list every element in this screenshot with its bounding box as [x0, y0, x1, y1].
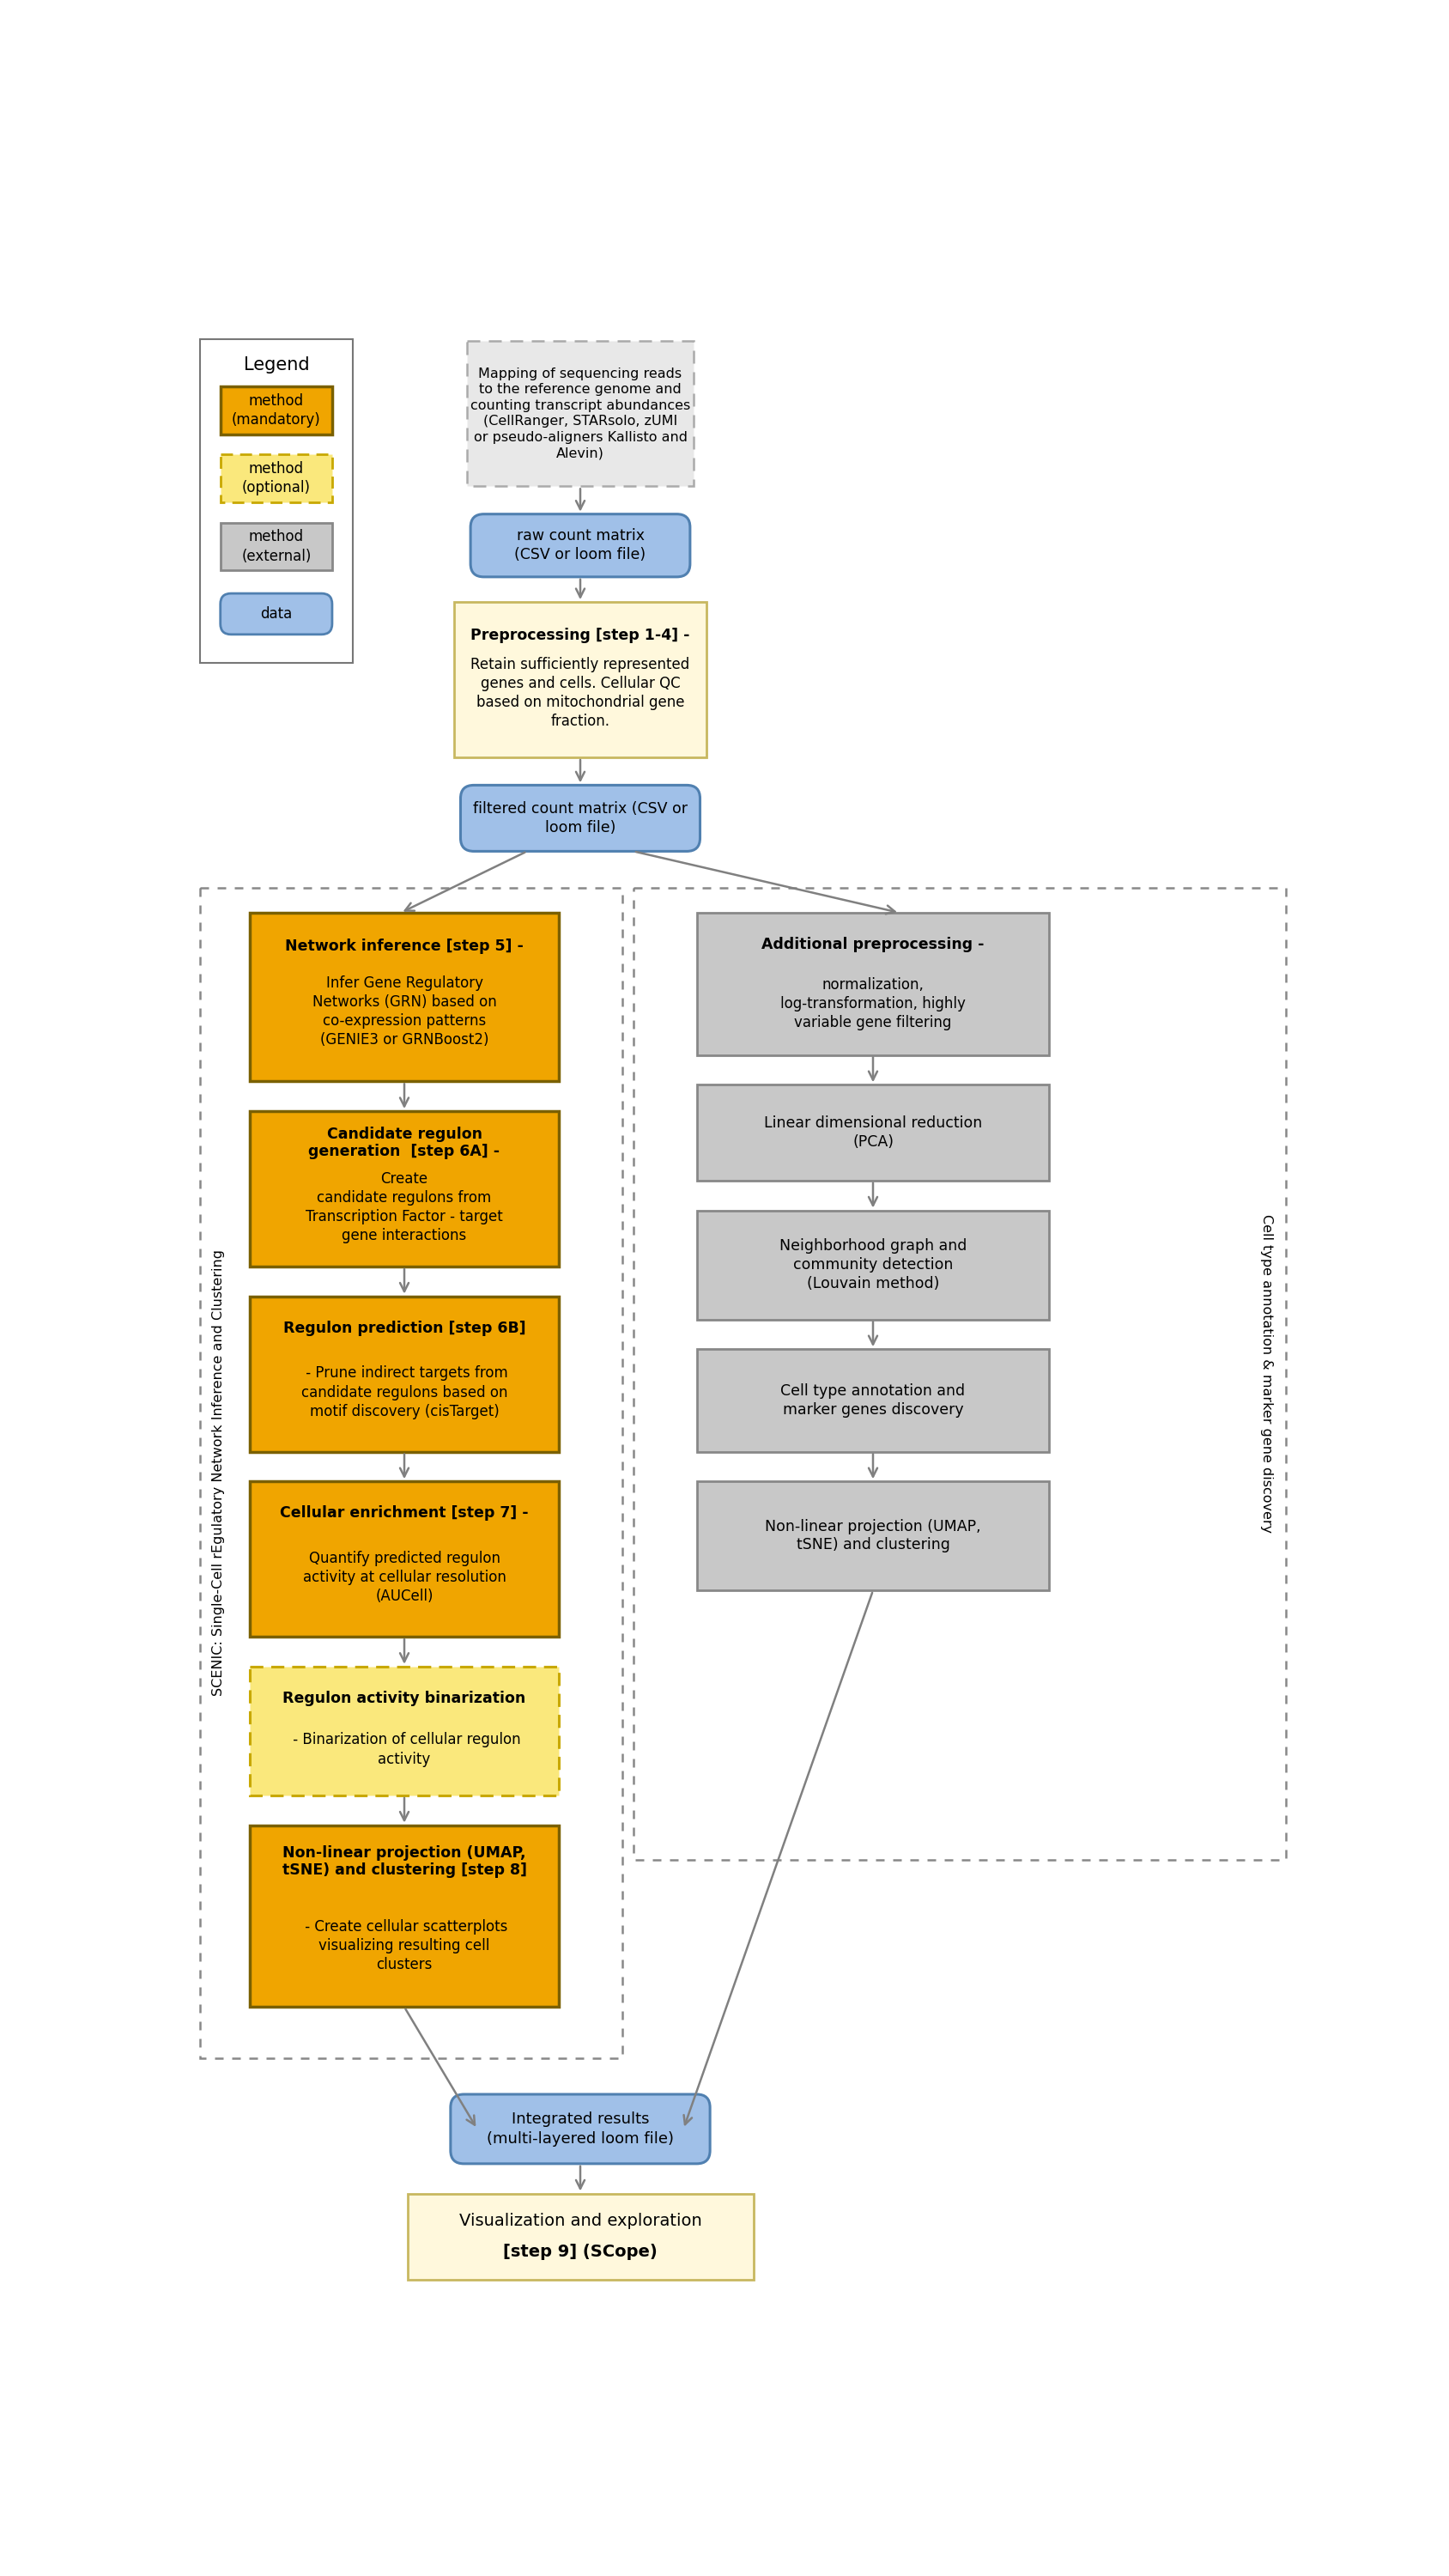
- FancyBboxPatch shape: [249, 1667, 559, 1795]
- FancyBboxPatch shape: [697, 1084, 1049, 1180]
- FancyBboxPatch shape: [249, 1110, 559, 1267]
- Text: Candidate regulon
generation  [step 6A] -: Candidate regulon generation [step 6A] -: [309, 1126, 500, 1159]
- Text: Mapping of sequencing reads
to the reference genome and
counting transcript abun: Mapping of sequencing reads to the refer…: [471, 368, 690, 461]
- Text: Non-linear projection (UMAP,
tSNE) and clustering [step 8]: Non-linear projection (UMAP, tSNE) and c…: [283, 1844, 526, 1878]
- Text: method
(external): method (external): [242, 528, 312, 564]
- Text: Retain sufficiently represented
genes and cells. Cellular QC
based on mitochondr: Retain sufficiently represented genes an…: [471, 657, 690, 729]
- FancyBboxPatch shape: [697, 1481, 1049, 1589]
- Text: [step 9] (SCope): [step 9] (SCope): [503, 2244, 658, 2259]
- Text: Quantify predicted regulon
activity at cellular resolution
(AUCell): Quantify predicted regulon activity at c…: [303, 1551, 506, 1605]
- FancyBboxPatch shape: [249, 912, 559, 1082]
- FancyBboxPatch shape: [461, 786, 700, 850]
- Text: normalization,
log-transformation, highly
variable gene filtering: normalization, log-transformation, highl…: [781, 976, 965, 1030]
- Text: Infer Gene Regulatory
Networks (GRN) based on
co-expression patterns
(GENIE3 or : Infer Gene Regulatory Networks (GRN) bas…: [312, 976, 497, 1048]
- Text: raw count matrix
(CSV or loom file): raw count matrix (CSV or loom file): [514, 528, 646, 562]
- FancyBboxPatch shape: [454, 603, 707, 757]
- FancyBboxPatch shape: [249, 1296, 559, 1453]
- FancyBboxPatch shape: [249, 1481, 559, 1636]
- Text: method
(optional): method (optional): [242, 461, 310, 495]
- Text: Linear dimensional reduction
(PCA): Linear dimensional reduction (PCA): [764, 1115, 982, 1149]
- FancyBboxPatch shape: [249, 1826, 559, 2007]
- FancyBboxPatch shape: [697, 912, 1049, 1056]
- Text: Cell type annotation and
marker genes discovery: Cell type annotation and marker genes di…: [781, 1383, 965, 1417]
- Text: Cellular enrichment [step 7] -: Cellular enrichment [step 7] -: [280, 1504, 529, 1520]
- Text: Non-linear projection (UMAP,
tSNE) and clustering: Non-linear projection (UMAP, tSNE) and c…: [765, 1520, 981, 1553]
- FancyBboxPatch shape: [697, 1350, 1049, 1453]
- Text: Legend: Legend: [243, 355, 309, 374]
- FancyBboxPatch shape: [220, 453, 332, 502]
- FancyBboxPatch shape: [407, 2195, 753, 2280]
- Text: filtered count matrix (CSV or
loom file): filtered count matrix (CSV or loom file): [472, 801, 688, 835]
- Text: Regulon activity binarization: Regulon activity binarization: [283, 1690, 526, 1705]
- Text: - Binarization of cellular regulon
activity: - Binarization of cellular regulon activ…: [288, 1731, 520, 1767]
- Text: method
(mandatory): method (mandatory): [232, 394, 320, 428]
- Text: Neighborhood graph and
community detection
(Louvain method): Neighborhood graph and community detecti…: [780, 1239, 966, 1291]
- FancyBboxPatch shape: [220, 592, 332, 634]
- FancyBboxPatch shape: [220, 523, 332, 569]
- Text: - Prune indirect targets from
candidate regulons based on
motif discovery (cisTa: - Prune indirect targets from candidate …: [301, 1365, 507, 1419]
- Text: SCENIC: Single-Cell rEgulatory Network Inference and Clustering: SCENIC: Single-Cell rEgulatory Network I…: [212, 1249, 225, 1695]
- Text: Cell type annotation & marker gene discovery: Cell type annotation & marker gene disco…: [1261, 1213, 1274, 1533]
- Text: Create
candidate regulons from
Transcription Factor - target
gene interactions: Create candidate regulons from Transcrip…: [306, 1172, 503, 1244]
- FancyBboxPatch shape: [467, 340, 694, 487]
- Text: Visualization and exploration: Visualization and exploration: [459, 2213, 701, 2228]
- FancyBboxPatch shape: [471, 515, 690, 577]
- Text: Integrated results
(multi-layered loom file): Integrated results (multi-layered loom f…: [487, 2112, 674, 2146]
- FancyBboxPatch shape: [220, 386, 332, 435]
- Text: Preprocessing [step 1-4] -: Preprocessing [step 1-4] -: [471, 629, 690, 644]
- Text: data: data: [261, 605, 293, 621]
- FancyBboxPatch shape: [200, 340, 352, 662]
- Text: Regulon prediction [step 6B]: Regulon prediction [step 6B]: [283, 1321, 526, 1337]
- FancyBboxPatch shape: [697, 1211, 1049, 1319]
- Text: Network inference [step 5] -: Network inference [step 5] -: [285, 938, 523, 953]
- FancyBboxPatch shape: [451, 2094, 710, 2164]
- Text: - Create cellular scatterplots
visualizing resulting cell
clusters: - Create cellular scatterplots visualizi…: [301, 1919, 509, 1973]
- Text: Additional preprocessing -: Additional preprocessing -: [762, 938, 984, 953]
